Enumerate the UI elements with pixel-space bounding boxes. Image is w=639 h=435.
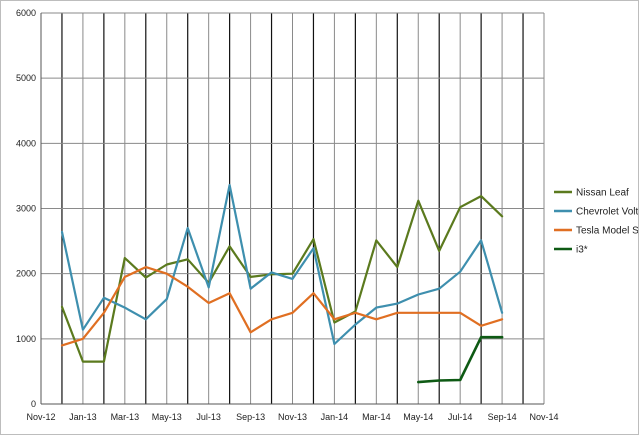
x-tick-label: Jan-13 — [69, 412, 97, 422]
y-tick-label: 2000 — [16, 269, 36, 279]
legend-label: Tesla Model S* — [576, 226, 638, 237]
grid — [40, 12, 545, 405]
legend: Nissan Leaf Chevrolet Volt Tesla Model S* i… — [554, 188, 638, 256]
x-tick-label: Mar-13 — [111, 412, 140, 422]
x-tick-label: Sep-14 — [488, 412, 517, 422]
x-tick-label: Nov-13 — [278, 412, 307, 422]
y-tick-label: 5000 — [16, 73, 36, 83]
x-tick-label: Jul-14 — [448, 412, 473, 422]
x-tick-label: Mar-14 — [362, 412, 391, 422]
x-tick-label: Sep-13 — [236, 412, 265, 422]
series-line-tesla-model-s — [60, 266, 504, 347]
y-tick-label: 4000 — [16, 138, 36, 148]
x-tick-label: May-13 — [152, 412, 182, 422]
x-tick-label: May-14 — [403, 412, 433, 422]
x-tick-label: Nov-12 — [26, 412, 55, 422]
y-tick-label: 0 — [31, 399, 36, 409]
series-line-nissan-leaf — [60, 195, 504, 363]
series-lines — [60, 183, 504, 384]
series-line-chevrolet-volt — [60, 183, 504, 346]
y-tick-label: 1000 — [16, 334, 36, 344]
y-tick-label: 3000 — [16, 204, 36, 214]
x-tick-label: Jan-14 — [321, 412, 349, 422]
series-line-i3 — [416, 335, 504, 384]
axes: 0 1000 2000 3000 4000 5000 6000 Nov-12 Jan-13 Mar… — [16, 8, 559, 422]
x-tick-label: Nov-14 — [529, 412, 558, 422]
x-tick-label: Jul-13 — [196, 412, 221, 422]
y-tick-label: 6000 — [16, 8, 36, 18]
legend-label: i3* — [576, 245, 588, 256]
legend-label: Chevrolet Volt — [576, 207, 638, 218]
legend-label: Nissan Leaf — [576, 188, 629, 199]
